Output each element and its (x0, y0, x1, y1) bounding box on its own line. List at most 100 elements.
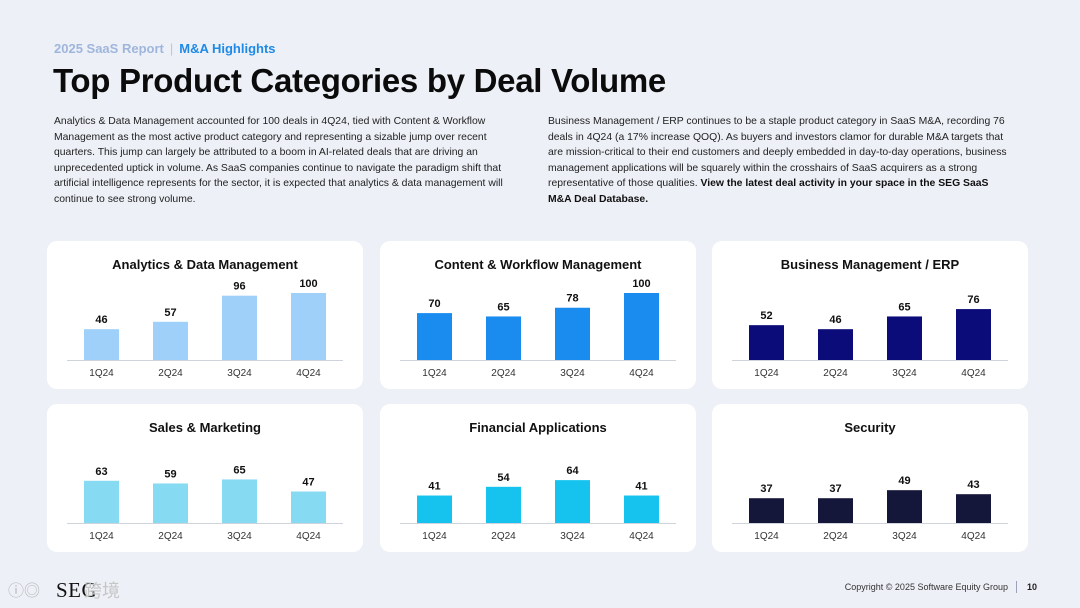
tick-label: 2Q24 (158, 531, 183, 542)
bar-chart-content-workflow: 70 1Q24 65 2Q24 78 3Q24 100 4Q24 (400, 278, 676, 379)
tick-label: 3Q24 (227, 368, 252, 379)
page-title: Top Product Categories by Deal Volume (53, 62, 666, 99)
bar-1q24 (84, 480, 119, 523)
bar-4q24 (956, 309, 991, 360)
watermark-mark: ⓘ◎ (8, 583, 41, 600)
bar-3q24 (222, 479, 257, 523)
data-label: 41 (428, 481, 440, 493)
data-label: 59 (164, 468, 176, 480)
data-label: 37 (829, 483, 841, 495)
bar-1q24 (84, 329, 119, 360)
bar-chart-analytics: 46 1Q24 57 2Q24 96 3Q24 100 4Q24 (67, 278, 343, 379)
tick-label: 1Q24 (754, 368, 779, 379)
tick-label: 2Q24 (158, 368, 183, 379)
chart-card-analytics: Analytics & Data Management 46 1Q24 57 2Q24… (47, 241, 363, 389)
data-label: 46 (95, 314, 107, 326)
seg-logo: SEG (56, 578, 98, 602)
data-label: 76 (967, 294, 979, 306)
bar-3q24 (887, 316, 922, 360)
left-paragraph: Analytics & Data Management accounted fo… (54, 116, 503, 205)
data-label: 65 (233, 464, 245, 476)
tick-label: 3Q24 (892, 531, 917, 542)
tick-label: 4Q24 (629, 368, 654, 379)
bar-1q24 (417, 313, 452, 360)
tick-label: 3Q24 (892, 368, 917, 379)
data-label: 47 (302, 477, 314, 489)
chart-title: Sales & Marketing (149, 420, 261, 435)
data-label: 49 (898, 475, 910, 487)
watermark-text: 跨境 (84, 581, 120, 601)
chart-card-business-erp: Business Management / ERP 52 1Q24 46 2Q24 65… (712, 241, 1028, 389)
bar-4q24 (624, 293, 659, 360)
tick-label: 2Q24 (823, 531, 848, 542)
data-label: 65 (497, 301, 509, 313)
page-number: 10 (1027, 582, 1038, 592)
chart-title: Business Management / ERP (780, 257, 960, 272)
tick-label: 2Q24 (823, 368, 848, 379)
bar-2q24 (818, 329, 853, 360)
data-label: 64 (566, 465, 579, 477)
bar-3q24 (555, 307, 590, 360)
data-label: 100 (299, 278, 317, 290)
chart-title: Financial Applications (469, 420, 607, 435)
data-label: 43 (967, 479, 979, 491)
data-label: 100 (632, 278, 650, 290)
chart-title: Content & Workflow Management (434, 257, 642, 272)
chart-card-sales-marketing: Sales & Marketing 63 1Q24 59 2Q24 65 3Q24 47 4Q… (47, 404, 363, 552)
bar-4q24 (624, 495, 659, 523)
tick-label: 2Q24 (491, 531, 516, 542)
bar-chart-sales-marketing: 63 1Q24 59 2Q24 65 3Q24 47 4Q24 (67, 464, 343, 542)
bar-chart-business-erp: 52 1Q24 46 2Q24 65 3Q24 76 4Q24 (732, 294, 1008, 379)
tick-label: 1Q24 (422, 368, 447, 379)
tick-label: 3Q24 (560, 368, 585, 379)
chart-card-security: Security 37 1Q24 37 2Q24 49 3Q24 43 4Q24 (712, 404, 1028, 552)
tick-label: 4Q24 (961, 368, 986, 379)
tick-label: 3Q24 (227, 531, 252, 542)
data-label: 52 (760, 310, 772, 322)
chart-title: Analytics & Data Management (112, 257, 298, 272)
chart-title: Security (844, 420, 896, 435)
tick-label: 1Q24 (754, 531, 779, 542)
section-name: M&A Highlights (179, 41, 276, 56)
tick-label: 4Q24 (629, 531, 654, 542)
data-label: 57 (164, 307, 176, 319)
tick-label: 2Q24 (491, 368, 516, 379)
copyright: Copyright © 2025 Software Equity Group (844, 582, 1008, 592)
bar-2q24 (818, 498, 853, 523)
chart-card-content-workflow: Content & Workflow Management 70 1Q24 65 2Q… (380, 241, 696, 389)
chart-card-financial: Financial Applications 41 1Q24 54 2Q24 64 3Q2… (380, 404, 696, 552)
data-label: 70 (428, 298, 440, 310)
deal-database-callout[interactable]: View the latest deal activity in your sp… (548, 178, 989, 205)
bar-4q24 (291, 491, 326, 523)
bar-3q24 (887, 490, 922, 523)
data-label: 65 (898, 301, 910, 313)
data-label: 46 (829, 314, 841, 326)
tick-label: 4Q24 (961, 531, 986, 542)
bar-chart-financial: 41 1Q24 54 2Q24 64 3Q24 41 4Q24 (400, 465, 676, 542)
tick-label: 1Q24 (422, 531, 447, 542)
right-paragraph-text: Business Management / ERP continues to b… (548, 116, 1007, 190)
bar-1q24 (417, 495, 452, 523)
tick-label: 1Q24 (89, 531, 114, 542)
tick-label: 1Q24 (89, 368, 114, 379)
bar-3q24 (222, 295, 257, 360)
right-paragraph: Business Management / ERP continues to b… (548, 114, 1014, 208)
data-label: 63 (95, 466, 107, 478)
data-label: 96 (233, 281, 245, 293)
bar-1q24 (749, 325, 784, 360)
bar-2q24 (153, 483, 188, 523)
bar-4q24 (291, 293, 326, 360)
data-label: 41 (635, 481, 647, 493)
tick-label: 4Q24 (296, 368, 321, 379)
tick-label: 4Q24 (296, 531, 321, 542)
tick-label: 3Q24 (560, 531, 585, 542)
footer-divider (1016, 581, 1017, 593)
data-label: 54 (497, 472, 510, 484)
bar-3q24 (555, 480, 590, 523)
data-label: 78 (566, 293, 578, 305)
bar-2q24 (153, 321, 188, 360)
header-separator: | (169, 41, 174, 56)
bar-4q24 (956, 494, 991, 523)
bar-chart-security: 37 1Q24 37 2Q24 49 3Q24 43 4Q24 (732, 475, 1008, 542)
data-label: 37 (760, 483, 772, 495)
